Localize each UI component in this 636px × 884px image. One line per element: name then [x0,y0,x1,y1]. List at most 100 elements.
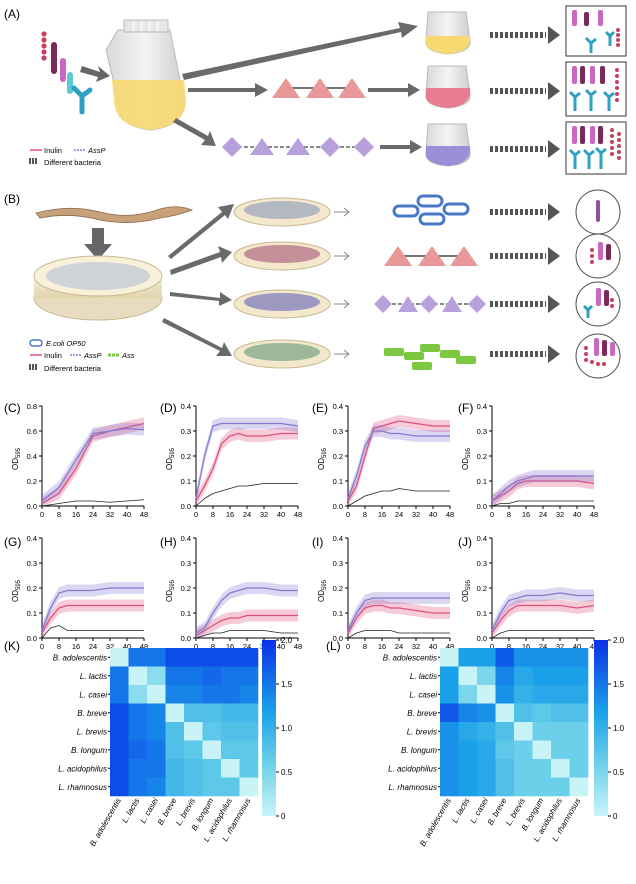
arrow-a-bottom2 [380,140,422,154]
y-axis-label: OD595 [11,447,22,470]
heatmap-cell [551,759,570,778]
heatmap-cell [147,740,166,760]
x-tick-label: 32 [106,510,114,519]
heatmap-row-label: L. lactis [410,672,437,681]
heatmap-charts: (K) B. adolescentis B. adolescentis L. lact… [4,636,625,848]
heatmap-cell [532,648,552,667]
community-circle-b1 [575,189,621,235]
heatmap-cell [147,703,166,723]
panel-label: (L) [326,639,341,653]
heatmap-cell [165,722,185,741]
heatmap-cell [477,722,496,741]
colorbar-tick-label: 1.0 [613,724,625,733]
heatmap-cell [221,722,240,741]
colorbar-tick-label: 0.5 [613,768,625,777]
series-band-assp [42,422,144,506]
heatmap-cell [202,666,222,686]
series-line-inulin [347,604,450,634]
colorbar-tick-label: 2.0 [281,636,293,645]
colorbar-tick-label: 0 [281,812,286,821]
x-tick-label: 8 [363,510,367,519]
series-band-inulin [492,475,594,506]
heatmap-cell [184,685,203,704]
heatmap-cell [477,685,496,704]
bottle-result-purple [425,123,471,167]
heatmap-cell [569,703,589,723]
community-circle-b4 [575,333,621,379]
x-tick-label: 40 [573,642,581,651]
x-tick-label: 32 [106,642,114,651]
heatmap-cell [532,703,552,723]
x-tick-label: 16 [72,510,80,519]
series-line-inulin [41,422,145,505]
legend-bacteria-icon [29,158,37,164]
heatmap-cell [532,740,552,760]
y-tick-label: 0.4 [477,402,487,411]
arrowhead-a1 [548,26,560,44]
heatmap-cell [221,666,240,686]
x-tick-label: 0 [194,642,198,651]
x-tick-label: 24 [395,510,403,519]
y-tick-label: 0.3 [27,559,37,568]
heatmap-cell [551,740,570,760]
heatmap-cell [514,666,533,686]
arrow-b-4 [162,318,232,356]
x-tick-label: 24 [89,642,97,651]
series-line-control [347,630,450,639]
x-tick-label: 16 [226,510,234,519]
community-box-a2 [565,61,627,117]
line-chart-c: (C) OD595 0 8 16 24 32 40 48 0.0 0.2 0.4 0.6 0.8 [4,401,148,519]
series-line-control [195,630,298,639]
heatmap-cell [184,777,203,797]
culture-bottle-main [105,19,186,131]
y-tick-label: 0.8 [27,402,37,411]
heatmap-cell [477,703,496,723]
colorbar [262,640,276,816]
y-tick-label: 0.3 [181,427,191,436]
dashed-arrow-a1 [488,32,546,38]
heatmap-cell [458,685,478,704]
heatmap-cell [569,759,589,778]
worm-icon [35,206,194,223]
heatmap-cell [239,648,259,667]
y-tick-label: 0.0 [181,634,191,643]
heatmap-cell [495,703,515,723]
heatmap-cell [532,759,552,778]
series-line-assp [41,427,145,502]
heatmap-row-label: L. brevis [407,727,437,736]
heatmap-row-label: L. casei [409,690,437,699]
colorbar-tick-label: 1.5 [281,680,293,689]
dashed-arrow-b2 [488,253,546,259]
y-tick-label: 0.1 [333,609,343,618]
heatmap-cell [165,666,185,686]
x-tick-label: 16 [378,510,386,519]
y-axis-label: OD595 [317,447,328,470]
heatmap-cell [128,740,148,760]
series-band-inulin [348,415,450,506]
heatmap-cell [202,759,222,778]
y-tick-label: 0.4 [181,534,191,543]
line-chart-f: (F) OD595 0 8 16 24 32 40 48 0.0 0.1 0.2 0.3 0.4 [458,401,598,519]
series-line-control [195,483,298,507]
legend-bacteria-label: Different bacteria [44,158,102,167]
arrowhead-b2 [548,247,560,265]
series-band-assp [42,582,144,637]
heatmap-cell [165,685,185,704]
series-line-control [491,500,594,507]
panel-label-b: (B) [4,192,20,206]
heatmap-cell [532,685,552,704]
heatmap-cell [165,740,185,760]
heatmap-cell [202,777,222,797]
heatmap-cell [440,722,459,741]
heatmap-cell [440,648,459,667]
x-tick-label: 40 [277,510,285,519]
x-tick-label: 24 [243,510,251,519]
heatmap-cell [221,648,240,667]
heatmap-row-label: L. casei [79,690,107,699]
y-tick-label: 0.2 [333,452,343,461]
arrow-a-top [182,22,418,80]
heatmap-cell [184,648,203,667]
y-tick-label: 0.2 [477,584,487,593]
legend-inulin-label: Inulin [44,146,62,155]
heatmap-col-label: B. adolescentis [88,797,123,848]
